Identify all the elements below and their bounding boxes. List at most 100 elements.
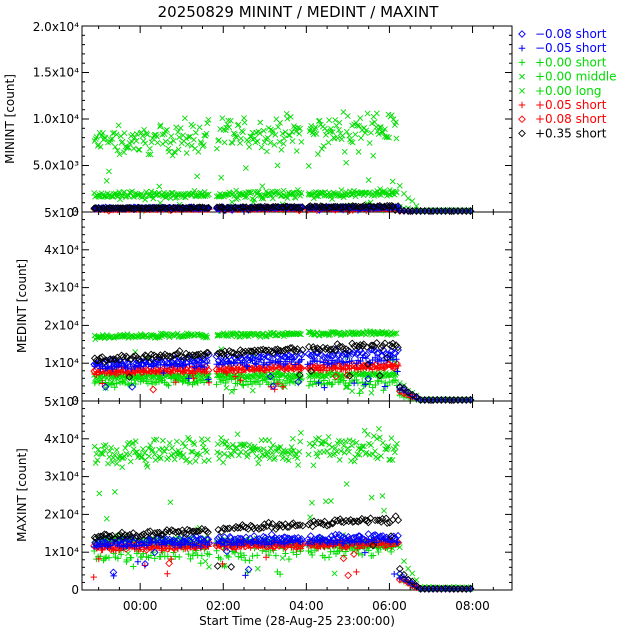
point-maxint-2-99 xyxy=(307,548,315,556)
point-medint-1-141 xyxy=(394,368,401,375)
point-minint-4-182 xyxy=(287,113,294,120)
point-maxint-4-264 xyxy=(379,492,386,499)
point-medint-1-116 xyxy=(342,359,350,366)
point-maxint-0-87 xyxy=(277,534,286,543)
point-minint-3-78 xyxy=(172,195,179,201)
point-minint-4-20 xyxy=(112,143,119,150)
point-minint-7-121 xyxy=(352,202,360,211)
point-minint-4-53 xyxy=(146,145,153,152)
point-minint-7-5 xyxy=(100,204,109,213)
point-medint-6-9 xyxy=(109,367,117,375)
point-minint-4-73 xyxy=(167,139,174,146)
point-maxint-0-54 xyxy=(203,535,211,544)
point-medint-7-d144 xyxy=(404,388,412,396)
point-maxint-6-132 xyxy=(376,538,384,547)
point-maxint-0-63 xyxy=(226,534,235,542)
point-maxint-0-29 xyxy=(150,548,159,557)
point-minint-3-227 xyxy=(340,194,347,201)
point-medint-2-18 xyxy=(128,379,135,387)
x-tick-label-1: 02:00 xyxy=(206,599,241,613)
point-maxint-4-262 xyxy=(376,434,383,441)
point-medint-2-19 xyxy=(131,376,138,384)
point-medint-0-82 xyxy=(266,372,275,381)
point-maxint-7-84 xyxy=(272,525,280,533)
point-medint-6-95 xyxy=(294,362,302,370)
point-maxint-0-78 xyxy=(259,532,268,541)
point-maxint-0-110 xyxy=(329,535,337,544)
point-minint-4-225 xyxy=(338,136,345,143)
point-maxint-0-8 xyxy=(107,538,116,547)
point-maxint-7-41 xyxy=(175,527,183,536)
point-maxint-0-119 xyxy=(348,534,357,543)
point-medint-2-24 xyxy=(140,377,147,384)
point-medint-6-27 xyxy=(147,367,155,376)
point-minint-4-52 xyxy=(145,151,152,158)
point-maxint-4-10 xyxy=(101,447,108,454)
point-maxint-4-240 xyxy=(354,451,361,458)
point-medint-7-77 xyxy=(256,346,265,354)
point-maxint-7-138 xyxy=(387,532,395,540)
point-medint-1-109 xyxy=(328,360,335,368)
point-maxint-1-21 xyxy=(134,558,142,565)
point-maxint-7-32 xyxy=(157,531,165,539)
point-medint-7-65 xyxy=(232,350,241,359)
chart-title: 20250829 MININT / MEDINT / MAXINT xyxy=(158,3,440,21)
point-medint-2-27 xyxy=(147,377,155,385)
maxint-panel-frame xyxy=(81,400,513,591)
point-medint-7-31 xyxy=(155,353,164,362)
point-medint-2-76 xyxy=(254,377,262,385)
point-maxint-4-85 xyxy=(179,440,186,446)
point-medint-7-136 xyxy=(383,353,392,362)
point-maxint-2-89 xyxy=(282,550,289,557)
point-minint-4-271 xyxy=(386,134,392,141)
point-maxint-4-16 xyxy=(108,444,115,451)
point-maxint-4-108 xyxy=(203,449,210,456)
point-medint-4-188 xyxy=(293,330,300,336)
point-minint-7-35 xyxy=(162,204,171,213)
point-medint-0-107 xyxy=(323,353,332,362)
point-maxint-4-270 xyxy=(385,443,392,450)
point-medint-7-d146 xyxy=(412,392,421,401)
point-maxint-6-29 xyxy=(150,541,159,550)
point-maxint-4-194 xyxy=(306,440,313,447)
point-minint-3-105 xyxy=(200,193,207,200)
point-maxint-5-59 xyxy=(219,560,226,568)
point-maxint-7-69 xyxy=(239,522,248,531)
point-maxint-0-10 xyxy=(112,539,120,548)
point-maxint-4-130 xyxy=(233,444,240,451)
point-maxint-4-257 xyxy=(372,448,378,455)
point-minint-4-238 xyxy=(352,131,359,138)
point-medint-7-53 xyxy=(200,350,209,359)
point-maxint-4-82 xyxy=(176,450,183,457)
point-maxint-2-18 xyxy=(127,554,135,561)
point-minint-7-126 xyxy=(362,203,370,211)
point-maxint-4-156 xyxy=(260,446,267,453)
point-minint-4-165 xyxy=(269,127,276,134)
point-maxint-4-161 xyxy=(266,437,273,444)
point-medint-4-218 xyxy=(331,329,338,336)
point-medint-6-53 xyxy=(200,365,209,373)
point-medint-7-14 xyxy=(119,352,128,361)
point-minint-4-76 xyxy=(170,137,177,144)
point-minint-4-269 xyxy=(384,134,391,141)
point-minint-3-165 xyxy=(269,195,276,202)
point-minint-3-4 xyxy=(95,193,102,200)
point-maxint-7-85 xyxy=(273,522,282,531)
point-maxint-4-34 xyxy=(126,451,133,458)
point-medint-2-126 xyxy=(362,380,370,387)
point-medint-2-11 xyxy=(113,380,120,387)
point-medint-6-111 xyxy=(331,372,340,381)
point-medint-0-61 xyxy=(223,357,232,365)
point-maxint-4-235 xyxy=(348,442,355,449)
point-minint-4-96 xyxy=(190,136,197,143)
point-maxint-4-72 xyxy=(166,440,173,446)
point-medint-7-50 xyxy=(194,350,203,359)
point-minint-4-192 xyxy=(298,138,305,145)
point-medint-6-121 xyxy=(353,362,361,371)
point-maxint-6-23 xyxy=(138,544,147,553)
point-medint-1-45 xyxy=(185,375,192,382)
point-maxint-7-36 xyxy=(165,527,174,536)
point-minint-7-51 xyxy=(195,203,204,211)
point-maxint-0-57 xyxy=(215,533,223,542)
